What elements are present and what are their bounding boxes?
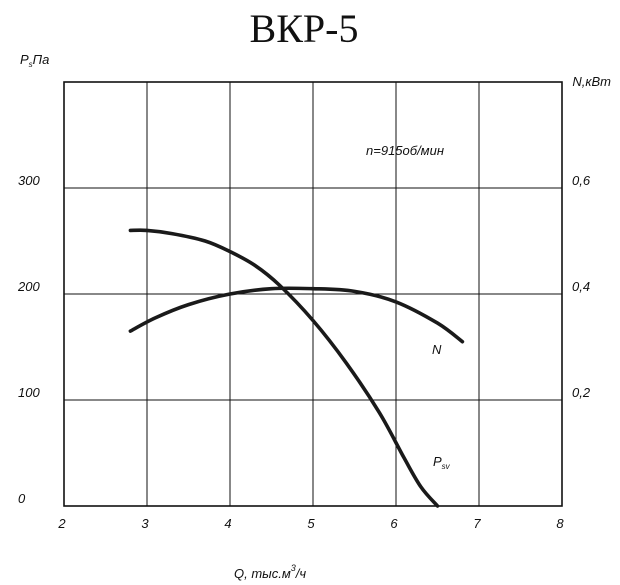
- x-tick-label: 5: [307, 516, 315, 531]
- y-left-tick-label: 0: [18, 491, 26, 506]
- y-right-tick-label: 0,4: [572, 279, 590, 294]
- x-tick-label: 4: [224, 516, 231, 531]
- series-line-psv: [128, 228, 440, 508]
- y-left-tick-label: 300: [18, 173, 40, 188]
- x-tick-label: 6: [390, 516, 398, 531]
- series-label-psv: Psv: [433, 454, 451, 471]
- grid: [64, 82, 562, 506]
- y-right-label: N,кВт: [572, 74, 611, 89]
- y-left-label: PsПа: [20, 52, 49, 69]
- plot-frame: [63, 81, 563, 507]
- tick-labels: 2 3 4 5 6 7 8 0 100 200 300 0,2 0,4 0,6: [17, 173, 591, 531]
- y-right-tick-label: 0,2: [572, 385, 591, 400]
- x-tick-label: 3: [141, 516, 149, 531]
- x-tick-label: 8: [556, 516, 564, 531]
- chart-title: ВКР-5: [250, 6, 359, 51]
- y-right-tick-label: 0,6: [572, 173, 591, 188]
- y-left-tick-label: 200: [17, 279, 40, 294]
- x-tick-label: 2: [57, 516, 66, 531]
- series-label-n: N: [432, 342, 442, 357]
- series-line-n: [128, 286, 465, 344]
- y-left-tick-label: 100: [18, 385, 40, 400]
- x-axis-label: Q, тыс.м3/ч: [234, 563, 306, 581]
- speed-annotation: n=915об/мин: [366, 143, 444, 158]
- x-tick-label: 7: [473, 516, 481, 531]
- series: [128, 228, 465, 508]
